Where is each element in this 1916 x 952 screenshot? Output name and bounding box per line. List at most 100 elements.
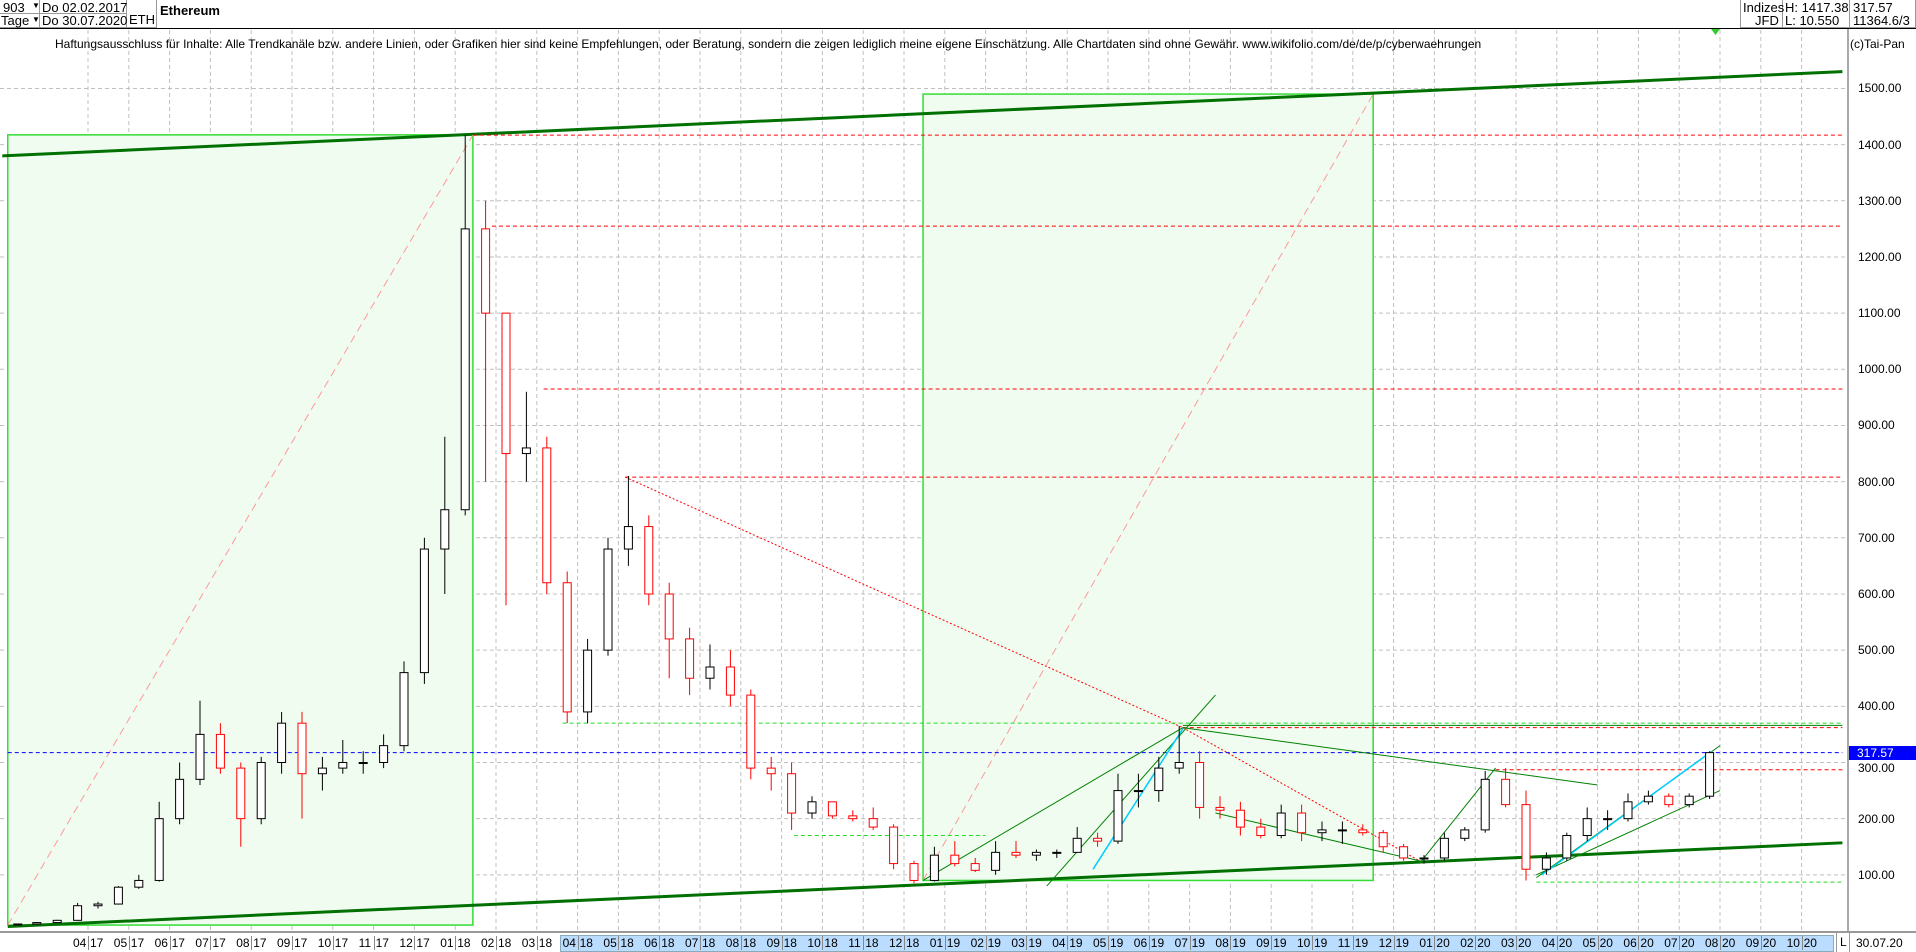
trendline-pink-dash bbox=[922, 93, 1374, 881]
y-tick-label: 900.00 bbox=[1858, 418, 1895, 433]
candle bbox=[1664, 793, 1674, 808]
candle-body bbox=[766, 767, 776, 775]
x-tick-year: 19 bbox=[1067, 936, 1083, 950]
candle-body bbox=[950, 854, 960, 865]
x-tick-month: 04 bbox=[562, 936, 576, 950]
candle-body bbox=[1358, 829, 1368, 834]
y-tick-label: 1400.00 bbox=[1858, 137, 1902, 152]
x-tick-year: 19 bbox=[944, 936, 961, 950]
x-tick-year: 17 bbox=[292, 936, 308, 950]
count-select[interactable]: 903 ▼ bbox=[0, 0, 40, 14]
candle-body bbox=[848, 815, 858, 820]
trendline-trend bbox=[1046, 694, 1216, 887]
x-tick-month: 03 bbox=[521, 936, 536, 950]
x-tick-month: 10 bbox=[1786, 936, 1800, 950]
scale-mode-button[interactable]: L bbox=[1836, 933, 1850, 952]
candle bbox=[1562, 832, 1572, 861]
candle bbox=[73, 902, 83, 921]
y-tick-label: 100.00 bbox=[1858, 867, 1895, 882]
candle-body bbox=[481, 228, 491, 314]
candle-body bbox=[1684, 795, 1694, 806]
x-tick-year: 19 bbox=[1026, 936, 1042, 950]
x-tick-month: 05 bbox=[1582, 936, 1596, 950]
x-tick-year: 18 bbox=[700, 936, 716, 950]
candle-body bbox=[317, 767, 327, 775]
candle-body bbox=[154, 818, 164, 881]
dropdown-icon: ▼ bbox=[32, 15, 40, 24]
candle-body bbox=[419, 548, 429, 674]
x-tick-month: 10 bbox=[807, 936, 821, 950]
candle bbox=[1603, 810, 1613, 830]
price-chart[interactable] bbox=[0, 0, 1916, 931]
candle-body bbox=[1664, 795, 1674, 806]
candle bbox=[419, 537, 429, 684]
high-low-box: H: 1417.38 L: 10.550 bbox=[1783, 0, 1850, 28]
candle-body bbox=[1460, 829, 1470, 839]
candle-body bbox=[236, 767, 246, 820]
x-tick-month: 07 bbox=[1664, 936, 1678, 950]
candle bbox=[929, 846, 939, 882]
candle bbox=[827, 801, 837, 819]
candle-body bbox=[1235, 809, 1245, 828]
candle bbox=[664, 582, 674, 679]
x-tick-year: 19 bbox=[1189, 936, 1205, 950]
candle bbox=[399, 661, 409, 752]
x-tick-year: 19 bbox=[1393, 936, 1409, 950]
x-tick-month: 11 bbox=[1337, 936, 1351, 950]
x-tick-month: 03 bbox=[1501, 936, 1515, 950]
candle bbox=[1133, 773, 1143, 808]
candle bbox=[991, 841, 1001, 875]
candle bbox=[1623, 793, 1633, 822]
date-from[interactable]: Do 02.02.2017 bbox=[40, 0, 128, 15]
candle bbox=[1317, 821, 1327, 842]
candle bbox=[236, 762, 246, 847]
candle-body bbox=[93, 903, 103, 907]
candle bbox=[256, 756, 266, 825]
x-tick-month: 09 bbox=[277, 936, 291, 950]
x-tick-year: 17 bbox=[128, 936, 145, 950]
trendline-red-dot bbox=[624, 476, 1184, 729]
x-tick-year: 19 bbox=[1108, 936, 1124, 950]
candle bbox=[1113, 773, 1123, 844]
candle-body bbox=[399, 672, 409, 747]
candle-body bbox=[807, 801, 817, 814]
candle-body bbox=[1623, 801, 1633, 820]
candle-body bbox=[868, 818, 878, 828]
trendline-trend bbox=[1215, 812, 1420, 862]
header-bar: 903 ▼ Tage ▼ Do 02.02.2017 Do 30.07.2020 E… bbox=[0, 0, 1916, 29]
x-tick-month: 11 bbox=[848, 936, 861, 950]
candle bbox=[1399, 843, 1409, 861]
candle bbox=[460, 134, 470, 516]
candle bbox=[868, 807, 878, 830]
candle-body bbox=[1011, 851, 1021, 856]
candle-body bbox=[1195, 761, 1205, 808]
date-to[interactable]: Do 30.07.2020 bbox=[40, 13, 128, 28]
x-tick-year: 17 bbox=[169, 936, 185, 950]
candle bbox=[950, 841, 960, 867]
period-select[interactable]: Tage ▼ bbox=[0, 13, 40, 28]
y-tick-label: 400.00 bbox=[1858, 699, 1895, 714]
instrument-title: Ethereum bbox=[160, 3, 220, 18]
candle-body bbox=[1072, 837, 1082, 853]
x-tick-month: 01 bbox=[440, 936, 454, 950]
candle-body bbox=[501, 312, 511, 455]
x-tick-year: 18 bbox=[822, 936, 838, 950]
trendline-trend-thick bbox=[2, 70, 1843, 158]
candle bbox=[1501, 768, 1511, 808]
candle bbox=[32, 922, 42, 925]
x-tick-year: 20 bbox=[1760, 936, 1777, 950]
disclaimer-text: Haftungsausschluss für Inhalte: Alle Tre… bbox=[55, 37, 1482, 51]
candle bbox=[1235, 801, 1245, 836]
x-tick-year: 18 bbox=[618, 936, 634, 950]
x-tick-month: 07 bbox=[195, 936, 209, 950]
x-tick-year: 20 bbox=[1679, 936, 1695, 950]
x-tick-month: 06 bbox=[644, 936, 658, 950]
time-axis[interactable]: 04 17 05 17 06 17 07 17 08 17 09 17 10 17 11 17 12 17 01 18… bbox=[0, 931, 1916, 952]
x-tick-month: 06 bbox=[1623, 936, 1637, 950]
candle-body bbox=[1582, 818, 1592, 837]
candle-body bbox=[889, 826, 899, 865]
candle bbox=[1215, 796, 1225, 819]
copyright-text: (c)Tai-Pan bbox=[1850, 37, 1905, 51]
current-price-tag: 317.57 bbox=[1849, 745, 1916, 760]
y-tick-label: 800.00 bbox=[1858, 474, 1895, 489]
